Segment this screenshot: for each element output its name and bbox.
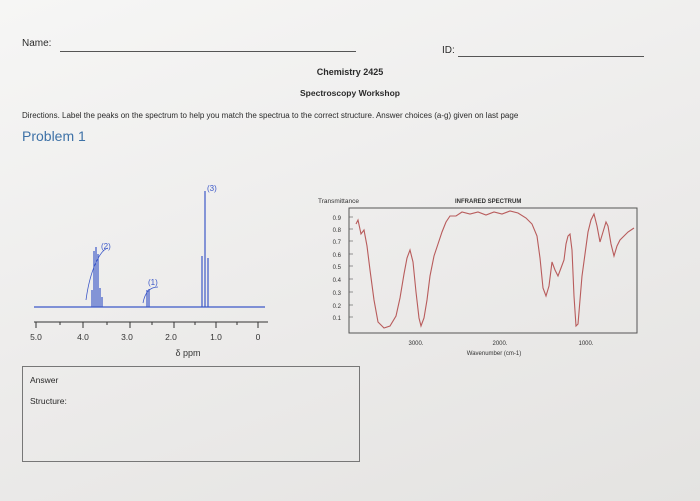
ir-xlabel: Wavenumber (cm-1)	[467, 351, 521, 357]
nmr-tick-3: 3.0	[121, 332, 133, 342]
ir-ytick-08: 0.8	[333, 228, 342, 234]
nmr-peaks	[91, 191, 209, 307]
ir-ytick-03: 0.3	[333, 291, 342, 297]
nmr-peak-label-3: (3)	[207, 184, 217, 193]
nmr-tick-4: 4.0	[77, 332, 89, 342]
ir-xtick-3000: 3000.	[408, 341, 423, 347]
ir-spectrum: Transmittance INFRARED SPECTRUM 0.9 0.8 …	[318, 198, 638, 357]
ir-ytick-07: 0.7	[333, 240, 342, 246]
nmr-peak-label-2: (2)	[101, 242, 111, 251]
name-field-line[interactable]	[60, 51, 356, 52]
ir-ytick-01: 0.1	[333, 316, 342, 322]
nmr-tick-marks	[35, 322, 259, 328]
answer-label: Answer	[30, 375, 59, 385]
nmr-tick-0: 0	[256, 332, 261, 342]
directions-text: Directions. Label the peaks on the spect…	[22, 111, 519, 120]
answer-box[interactable]	[22, 366, 360, 462]
ir-y-tickmarks	[349, 216, 353, 318]
nmr-tick-2: 2.0	[165, 332, 177, 342]
workshop-title: Spectroscopy Workshop	[300, 88, 400, 98]
problem-heading: Problem 1	[22, 128, 86, 144]
ir-title: INFRARED SPECTRUM	[455, 199, 521, 205]
id-label: ID:	[442, 45, 455, 56]
ir-ytick-02: 0.2	[333, 304, 342, 310]
structure-label: Structure:	[30, 396, 67, 406]
ir-ylabel: Transmittance	[318, 198, 359, 205]
nmr-tick-1: 1.0	[210, 332, 222, 342]
ir-y-ticks: 0.9 0.8 0.7 0.6 0.5 0.4 0.3 0.2 0.1	[333, 216, 342, 322]
ir-ytick-05: 0.5	[333, 265, 342, 271]
nmr-axis-label: δ ppm	[175, 348, 200, 358]
nmr-spectrum: 5.0 4.0 3.0 2.0 1.0 0 δ ppm (1) (2) (3)	[30, 184, 268, 358]
ir-ytick-06: 0.6	[333, 253, 342, 259]
ir-ytick-04: 0.4	[333, 278, 342, 284]
name-label: Name:	[22, 38, 52, 49]
course-title: Chemistry 2425	[316, 67, 384, 77]
ir-x-ticks: 3000. 2000. 1000.	[408, 341, 593, 347]
nmr-tick-5: 5.0	[30, 332, 42, 342]
ir-xtick-1000: 1000.	[578, 341, 593, 347]
nmr-integration-1	[142, 286, 159, 304]
ir-plot-frame	[348, 207, 638, 334]
ir-ytick-09: 0.9	[333, 216, 342, 222]
nmr-peak-label-1: (1)	[148, 278, 158, 287]
nmr-integration-2	[85, 247, 109, 301]
ir-trace	[355, 210, 635, 329]
ir-xtick-2000: 2000.	[492, 341, 507, 347]
id-field-line[interactable]	[458, 56, 644, 57]
